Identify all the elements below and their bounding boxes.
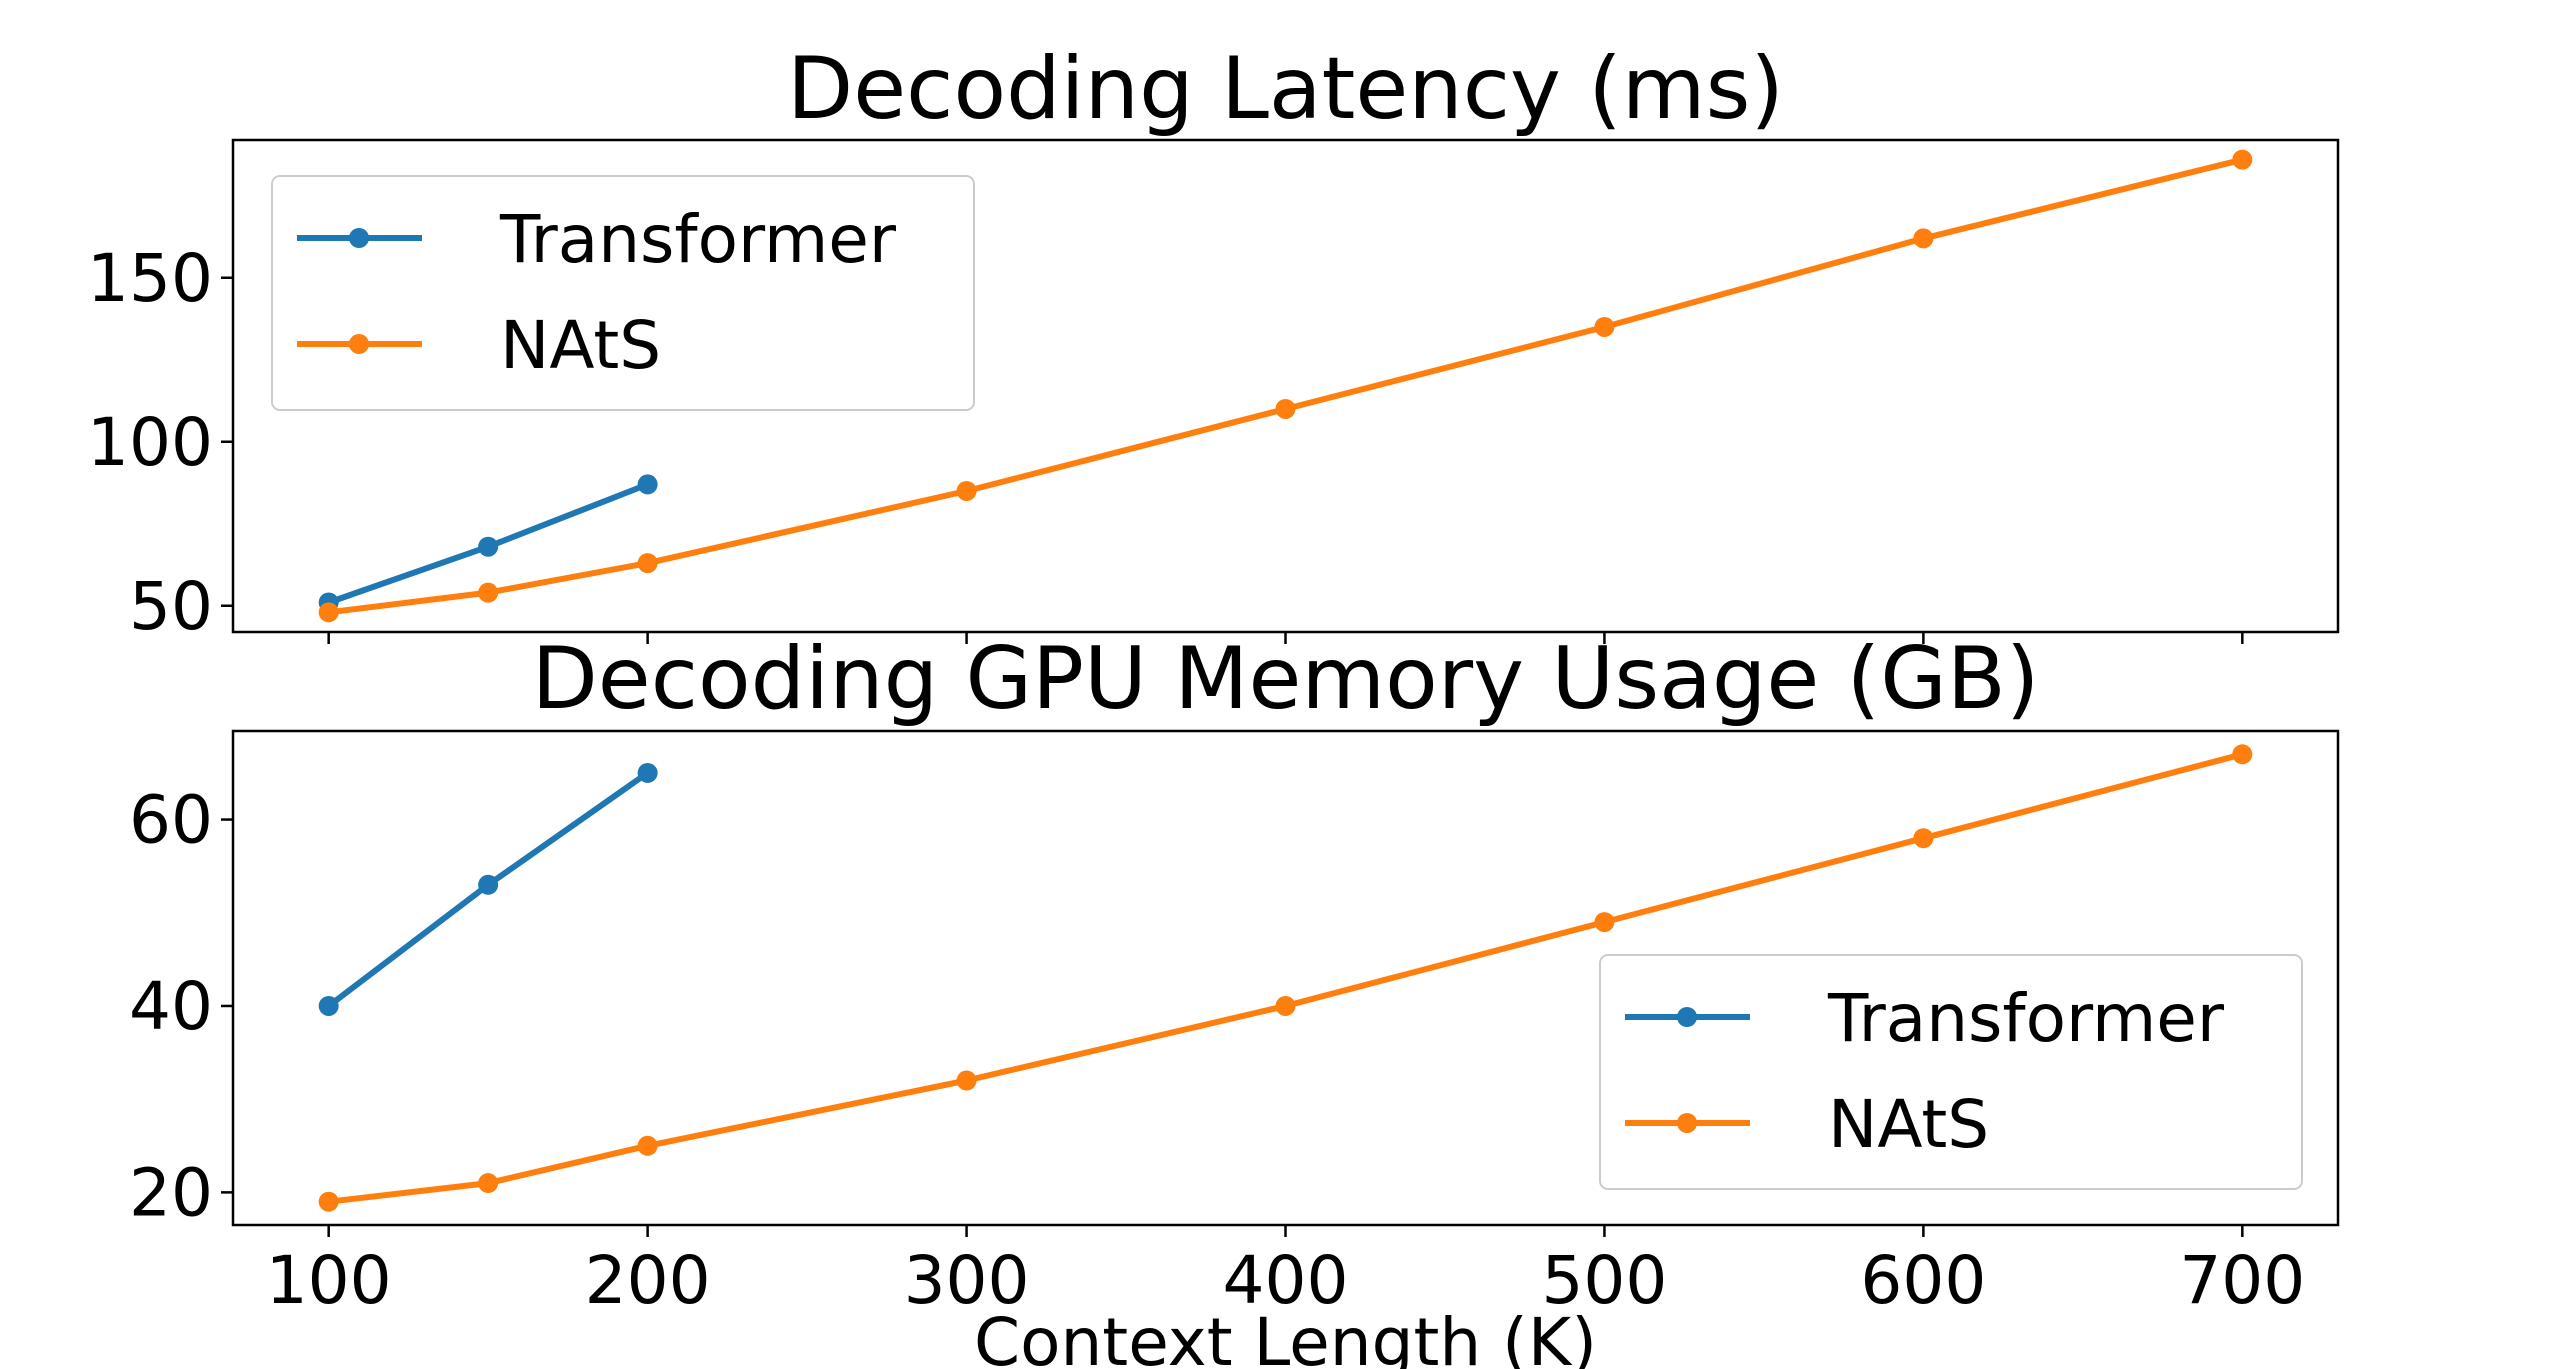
- data-point: [637, 762, 658, 783]
- legend-marker: [1677, 1007, 1697, 1027]
- data-point: [318, 1191, 339, 1212]
- y-tick-label: 50: [129, 568, 213, 645]
- data-point: [956, 480, 977, 501]
- legend: Transformer NAtS: [271, 175, 975, 411]
- y-tick-label: 150: [87, 240, 213, 317]
- data-point: [478, 582, 499, 603]
- data-point: [637, 553, 658, 574]
- data-point: [478, 536, 499, 557]
- legend-frame: [271, 175, 975, 411]
- legend-label: NAtS: [1828, 1086, 1989, 1163]
- data-point: [318, 995, 339, 1016]
- chart-title: Decoding GPU Memory Usage (GB): [532, 629, 2040, 729]
- x-tick-label: 500: [1541, 1242, 1667, 1319]
- y-tick-label: 100: [87, 404, 213, 481]
- data-point: [1913, 228, 1934, 249]
- x-tick-label: 600: [1860, 1242, 1986, 1319]
- series-line: [325, 751, 2246, 1205]
- y-tick-label: 60: [129, 782, 213, 859]
- data-point: [956, 1070, 977, 1091]
- data-point: [1275, 995, 1296, 1016]
- data-point: [637, 1135, 658, 1156]
- x-tick-label: 300: [904, 1242, 1030, 1319]
- x-tick-label: 400: [1223, 1242, 1349, 1319]
- data-point: [1594, 316, 1615, 337]
- data-point: [2232, 744, 2253, 765]
- chart-panel-2: Decoding GPU Memory Usage (GB) 20 40 60 100 2…: [129, 629, 2340, 1369]
- legend-label: Transformer: [499, 201, 897, 278]
- series-line: [325, 156, 2246, 616]
- legend-label: NAtS: [500, 307, 661, 384]
- series-nats: [318, 149, 2253, 623]
- legend-marker: [349, 228, 369, 248]
- series-transformer: [318, 762, 658, 1016]
- legend-marker: [349, 334, 369, 354]
- legend-label: Transformer: [1827, 980, 2225, 1057]
- legend-frame: [1599, 954, 2303, 1190]
- data-point: [1594, 912, 1615, 933]
- data-point: [2232, 149, 2253, 170]
- series-nats: [318, 744, 2253, 1212]
- data-point: [637, 474, 658, 495]
- x-axis-label: Context Length (K): [974, 1304, 1597, 1369]
- chart-panel-1: Decoding Latency (ms) 50 100 150 Transformer…: [87, 39, 2340, 645]
- data-point: [1275, 398, 1296, 419]
- data-point: [478, 1173, 499, 1194]
- x-tick-label: 100: [266, 1242, 392, 1319]
- x-tick-label: 700: [2179, 1242, 2305, 1319]
- legend-marker: [1677, 1113, 1697, 1133]
- data-point: [318, 602, 339, 623]
- y-tick-label: 40: [129, 968, 213, 1045]
- y-tick-label: 20: [129, 1154, 213, 1231]
- data-point: [478, 874, 499, 895]
- legend: Transformer NAtS: [1599, 954, 2303, 1190]
- data-point: [1913, 828, 1934, 849]
- x-tick-label: 200: [585, 1242, 711, 1319]
- chart-title: Decoding Latency (ms): [787, 39, 1784, 139]
